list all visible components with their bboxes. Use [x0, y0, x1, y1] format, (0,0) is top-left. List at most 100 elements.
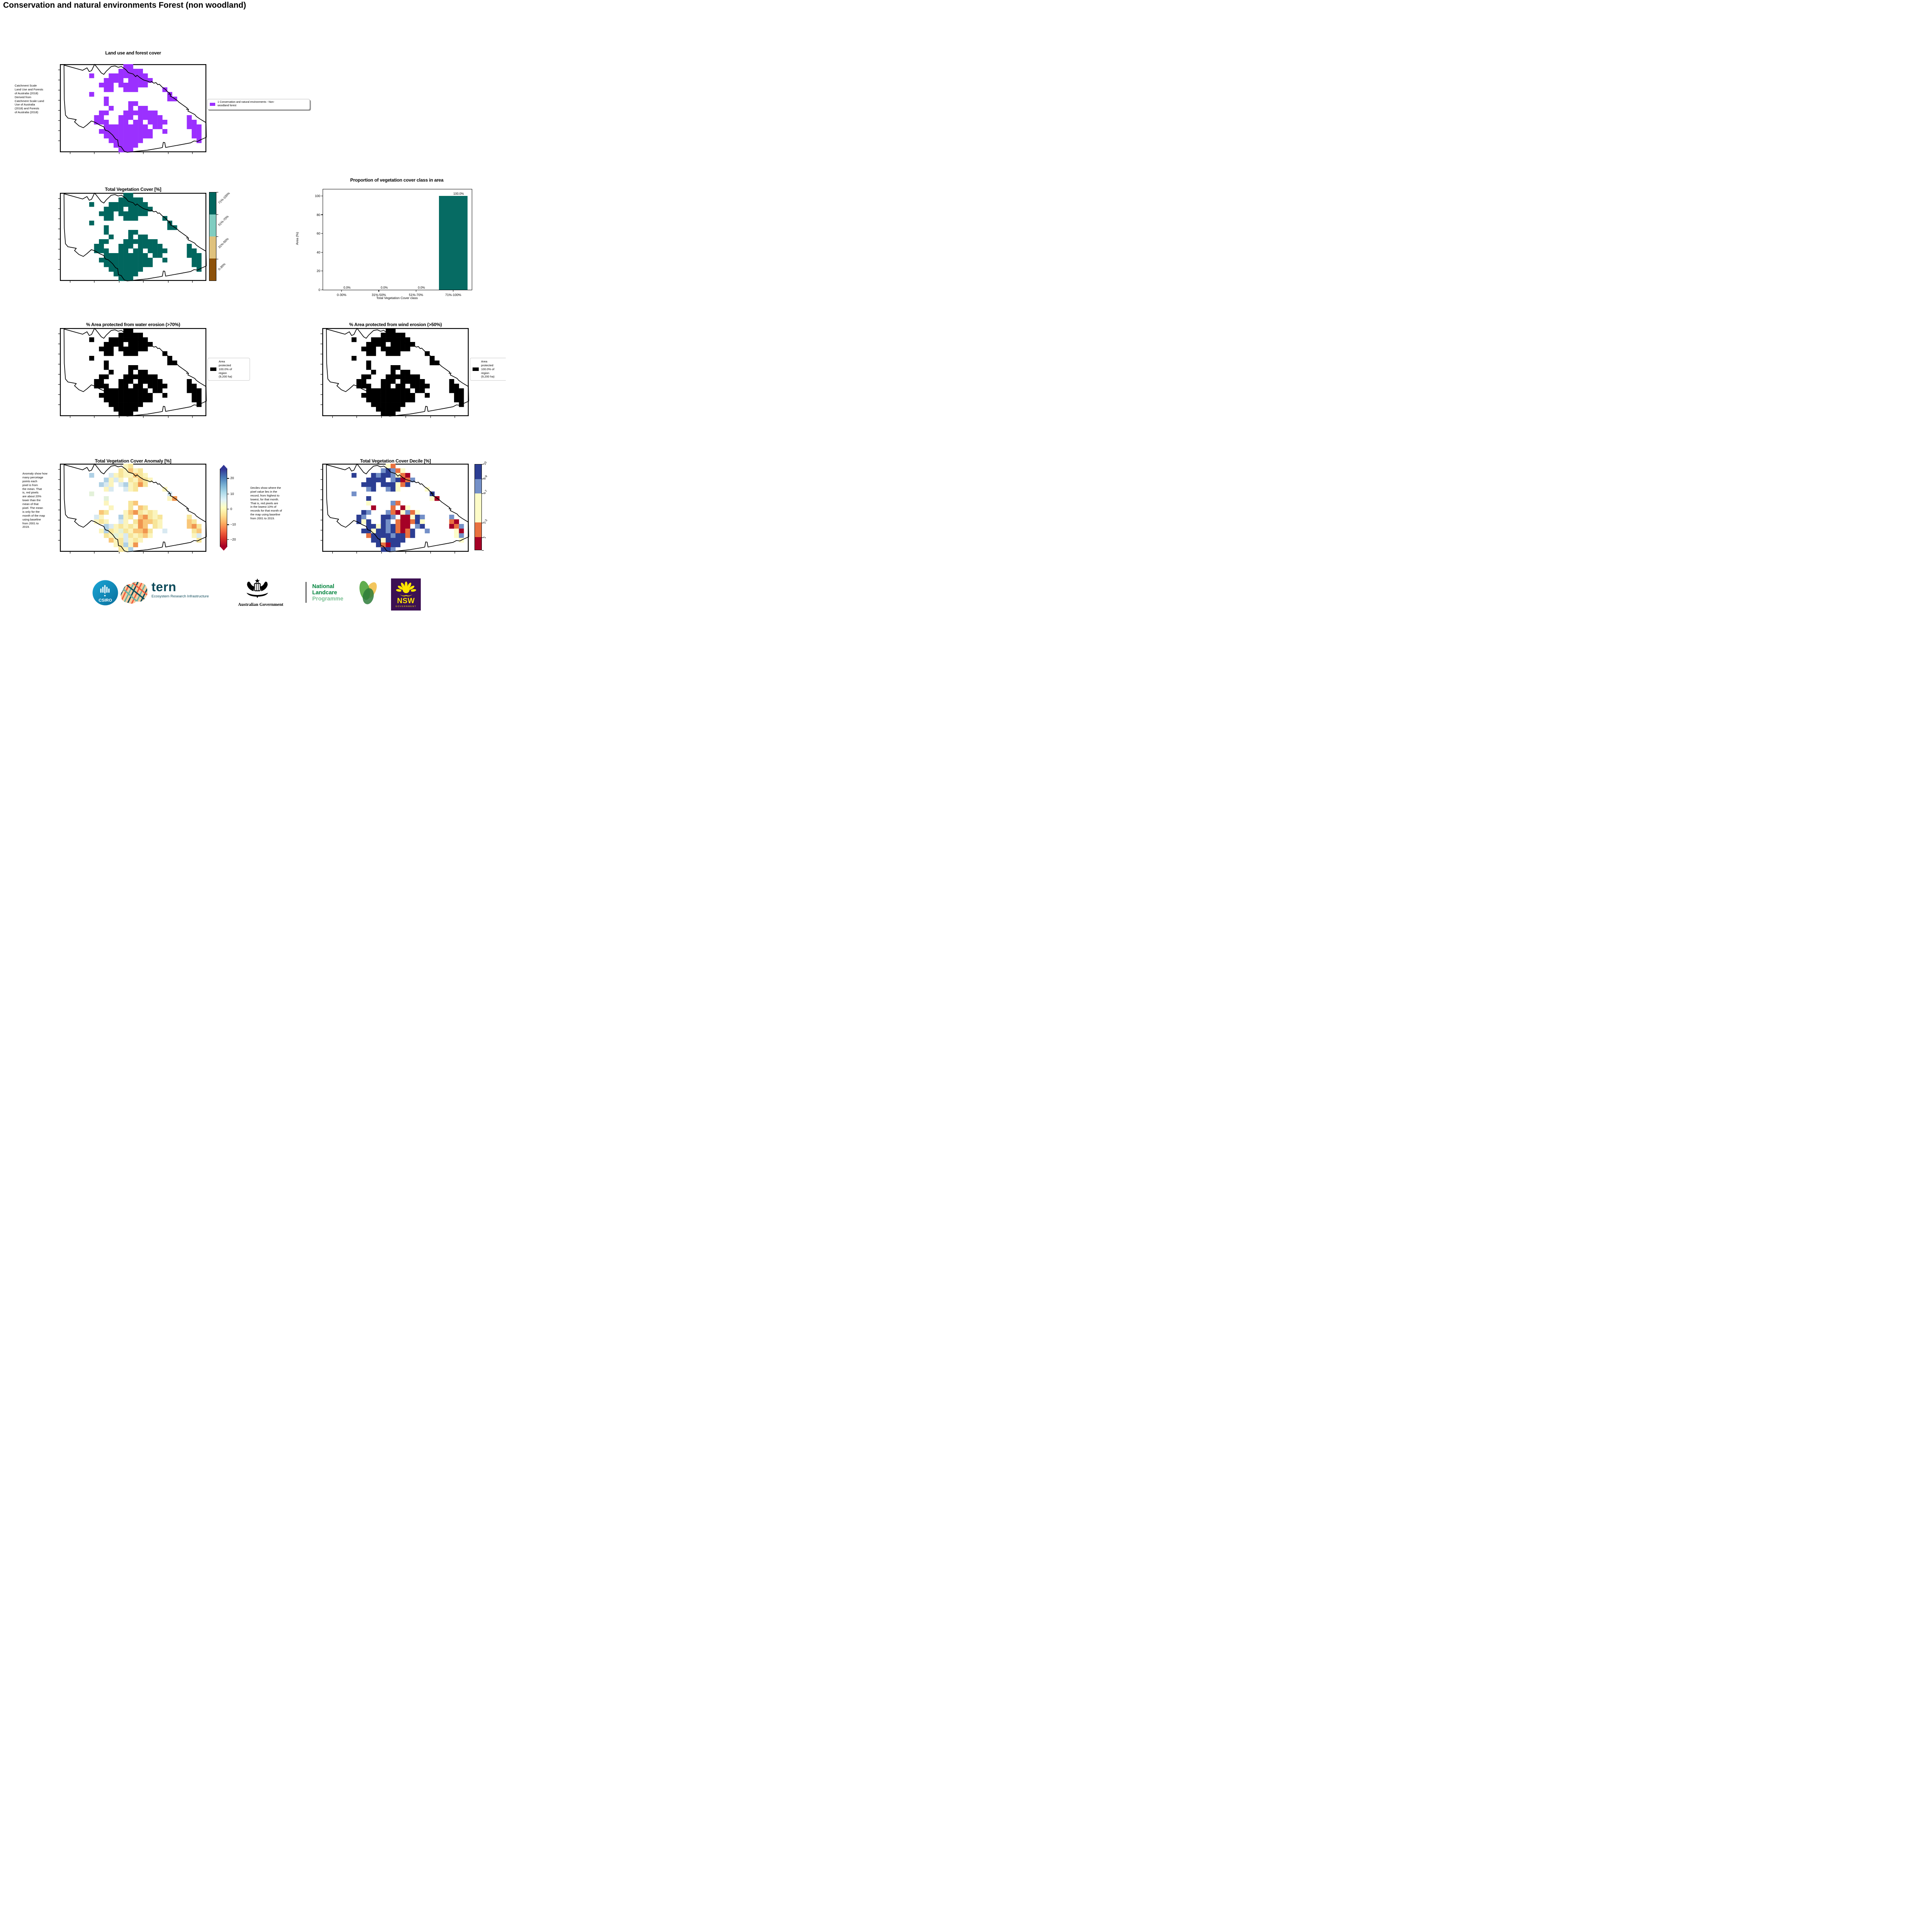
colorbar-tick-label: −20	[230, 537, 236, 541]
bar	[439, 196, 468, 290]
y-tick-label: 80	[316, 213, 320, 217]
tern-subtitle: Ecosystem Research Infrastructure	[151, 594, 209, 599]
map-cells-layer	[89, 193, 202, 281]
colorbar-tick-label: 20	[230, 476, 234, 480]
decile-note: Deciles show where the pixel value lies …	[250, 486, 282, 520]
wind-erosion-legend: Area protected 100.0% of region (9,200 h…	[470, 358, 506, 381]
wind-erosion-title: % Area protected from wind erosion (>50%…	[349, 322, 442, 327]
region-outline	[63, 463, 207, 552]
colorbar-tick	[482, 550, 484, 551]
decile-colorbar-segment	[475, 464, 481, 479]
footer-logos: CSIRO	[0, 576, 506, 611]
veg-colorbar: 71%-100% 51%-70% 31%-50% 0-30%	[209, 191, 231, 281]
bar-chart-ylabel: Area (%)	[295, 232, 299, 245]
x-tick-label: 71%-100%	[445, 293, 461, 297]
water-legend-label: Area protected 100.0% of region (9,200 h…	[219, 360, 232, 379]
nsw-government-logo: NSW GOVERNMENT	[391, 578, 421, 611]
colorbar-decile-label: 10	[483, 461, 488, 466]
waratah-icon	[396, 582, 416, 597]
colorbar-class-label: 0-30%	[217, 262, 226, 271]
nsw-government-label: GOVERNMENT	[395, 605, 417, 608]
colorbar-tick	[227, 524, 229, 525]
colorbar-tick-label: −10	[230, 522, 236, 527]
region-outline	[63, 192, 207, 281]
decile-title: Total Vegetation Cover Decile [%]	[360, 458, 431, 464]
landcare-line-2: Landcare	[312, 589, 337, 596]
axis-ticks	[58, 70, 193, 154]
colorbar-tick	[227, 539, 229, 540]
decile-colorbar-segment	[475, 537, 481, 550]
decile-map	[320, 463, 469, 554]
axis-ticks	[320, 469, 455, 554]
colorbar-class-label: 71%-100%	[217, 191, 231, 205]
australian-government-logo: Australian Government	[238, 578, 283, 607]
y-tick-mark	[321, 289, 323, 290]
map-cells-layer	[89, 464, 202, 552]
landcare-line-3: Programme	[312, 595, 344, 602]
coat-of-arms-icon	[247, 578, 268, 598]
x-tick-label: 31%-50%	[371, 293, 386, 297]
wind-erosion-map	[320, 328, 469, 418]
colorbar-decile-label: 4-7	[483, 489, 488, 495]
wind-legend-swatch	[473, 367, 479, 371]
nsw-wordmark: NSW	[397, 597, 415, 605]
colorbar-decile-label: 2-3	[483, 518, 488, 524]
landcare-leaves-icon	[356, 580, 380, 609]
veg-colorbar-segment	[209, 192, 216, 214]
colorbar-tick	[216, 214, 218, 215]
csiro-wordmark: CSIRO	[99, 598, 112, 603]
x-tick-label: 0-30%	[337, 293, 347, 297]
axis-ticks	[58, 333, 193, 418]
y-tick-mark	[321, 233, 323, 234]
csiro-wave-icon	[100, 585, 110, 597]
national-landcare-logo: National Landcare Programme	[312, 583, 344, 602]
tern-logo: tern Ecosystem Research Infrastructure	[151, 580, 209, 599]
tern-wordmark: tern	[151, 580, 177, 594]
y-tick-label: 20	[316, 269, 320, 273]
region-outline	[63, 64, 207, 153]
y-tick-label: 60	[316, 231, 320, 236]
landcare-line-1: National	[312, 583, 335, 590]
anomaly-colorbar-top-arrow	[219, 465, 228, 469]
anomaly-map	[58, 463, 207, 554]
decile-colorbar-body	[474, 464, 482, 550]
map-cells-layer	[351, 328, 464, 417]
axis-ticks	[58, 198, 193, 283]
decile-colorbar-segment	[475, 479, 481, 494]
colorbar-class-label: 31%-50%	[217, 237, 230, 249]
landuse-map	[58, 64, 207, 154]
decile-colorbar-segment	[475, 493, 481, 523]
landuse-legend-swatch	[210, 102, 215, 106]
landuse-title: Land use and forest cover	[105, 50, 161, 56]
bar-chart-plot: 0 20 40 60 80 100 0-30% 0.0% 31%-50% 0.0% 51%-70% 0…	[315, 189, 472, 297]
bar-value-label: 0.0%	[344, 286, 351, 289]
water-erosion-title: % Area protected from water erosion (>70…	[86, 322, 180, 327]
water-legend-swatch	[210, 367, 216, 371]
colorbar-decile-label: 1	[483, 535, 487, 539]
csiro-logo-graphic: CSIRO	[92, 580, 118, 605]
water-erosion-map	[58, 328, 207, 418]
region-outline	[326, 328, 469, 417]
bar-value-label: 0.0%	[418, 286, 425, 289]
landuse-legend: 1 Conservation and natural environments …	[207, 99, 310, 110]
anomaly-title: Total Vegetation Cover Anomaly [%]	[95, 458, 172, 464]
axis-ticks	[58, 469, 193, 554]
water-erosion-legend: Area protected 100.0% of region (9,200 h…	[207, 358, 250, 381]
veg-colorbar-body	[209, 192, 216, 281]
bar-chart-xlabel: Total Vegetation Cover class	[376, 296, 418, 300]
decile-colorbar: 10 8-9 4-7 2-3 1	[474, 461, 488, 551]
bar-value-label: 0.0%	[381, 286, 388, 289]
page-title: Conservation and natural environments Fo…	[3, 1, 246, 10]
veg-colorbar-segment	[209, 236, 216, 259]
veg-colorbar-segment	[209, 259, 216, 281]
y-tick-mark	[321, 214, 323, 215]
colorbar-tick-label: 10	[230, 492, 234, 496]
y-tick-label: 0	[318, 288, 320, 292]
veg-cover-map	[58, 192, 207, 283]
csiro-logo: CSIRO	[92, 580, 118, 607]
anomaly-colorbar-body	[220, 469, 227, 547]
colorbar-tick	[482, 537, 484, 538]
bar-chart-title: Proportion of vegetation cover class in …	[350, 177, 444, 183]
axis-ticks	[320, 333, 455, 418]
anomaly-colorbar: 20 10 0 −10 −20	[219, 465, 236, 551]
